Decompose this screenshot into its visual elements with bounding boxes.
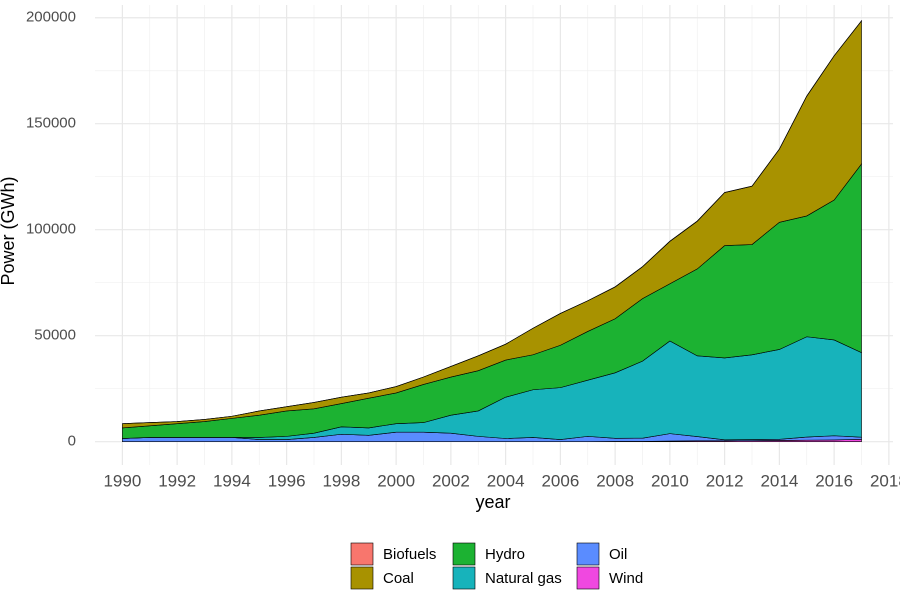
- x-tick-label: 1992: [158, 471, 196, 490]
- x-tick-label: 1996: [268, 471, 306, 490]
- legend-label: Oil: [609, 546, 627, 563]
- y-axis-title: Power (GWh): [0, 176, 18, 285]
- legend-label: Biofuels: [383, 546, 436, 563]
- legend-key: [576, 542, 600, 566]
- y-tick-label: 0: [68, 433, 76, 450]
- x-tick-label: 2010: [651, 471, 689, 490]
- legend-label: Natural gas: [485, 570, 562, 587]
- x-tick-label: 2008: [596, 471, 634, 490]
- x-tick-label: 2016: [815, 471, 853, 490]
- y-tick-label: 50000: [34, 327, 76, 344]
- area: [122, 19, 862, 424]
- legend-key: [350, 542, 374, 566]
- legend-label: Hydro: [485, 546, 525, 563]
- legend-label: Wind: [609, 570, 643, 587]
- x-tick-label: 1990: [103, 471, 141, 490]
- x-tick-label: 2002: [432, 471, 470, 490]
- x-tick-label: 2006: [541, 471, 579, 490]
- legend-key: [576, 566, 600, 590]
- x-tick-label: 2004: [487, 471, 525, 490]
- legend-key: [452, 566, 476, 590]
- x-tick-label: 2018: [870, 471, 900, 490]
- x-axis-title: year: [475, 492, 510, 512]
- legend-key: [350, 566, 374, 590]
- y-tick-label: 100000: [26, 221, 76, 238]
- x-tick-label: 2000: [377, 471, 415, 490]
- x-tick-label: 2014: [760, 471, 798, 490]
- x-tick-label: 1998: [322, 471, 360, 490]
- y-tick-label: 150000: [26, 115, 76, 132]
- x-tick-label: 1994: [213, 471, 251, 490]
- legend-key: [452, 542, 476, 566]
- legend-label: Coal: [383, 570, 414, 587]
- x-tick-label: 2012: [706, 471, 744, 490]
- y-tick-label: 200000: [26, 9, 76, 26]
